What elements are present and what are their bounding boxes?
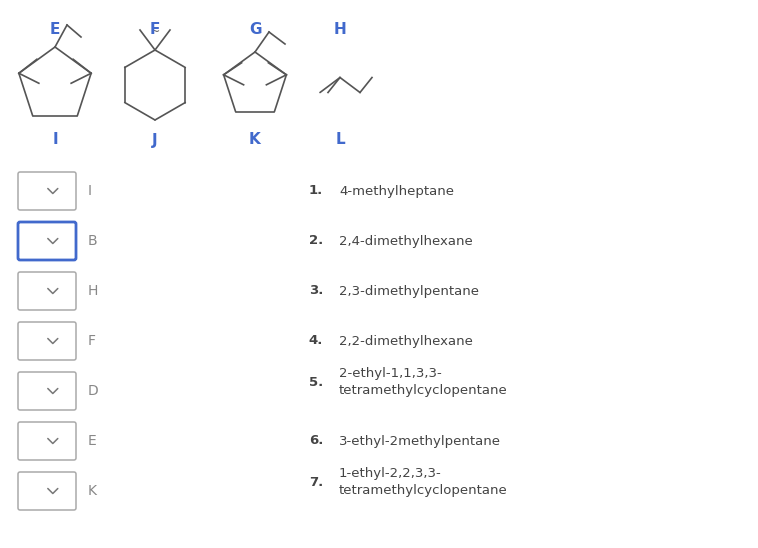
Text: B: B	[88, 234, 98, 248]
Text: G: G	[249, 22, 262, 37]
Text: F: F	[88, 334, 96, 348]
FancyBboxPatch shape	[18, 422, 76, 460]
Text: K: K	[88, 484, 97, 498]
Text: F: F	[150, 22, 160, 37]
Text: E: E	[50, 22, 60, 37]
FancyBboxPatch shape	[18, 222, 76, 260]
Text: 2,2-dimethylhexane: 2,2-dimethylhexane	[339, 334, 473, 347]
Text: 2,3-dimethylpentane: 2,3-dimethylpentane	[339, 284, 479, 298]
FancyBboxPatch shape	[18, 472, 76, 510]
FancyBboxPatch shape	[18, 272, 76, 310]
Text: 4-methylheptane: 4-methylheptane	[339, 185, 454, 197]
Text: ~: ~	[150, 27, 160, 37]
Text: L: L	[335, 133, 345, 147]
Text: D: D	[88, 384, 99, 398]
Text: 1-ethyl-2,2,3,3-
tetramethylcyclopentane: 1-ethyl-2,2,3,3- tetramethylcyclopentane	[339, 467, 508, 496]
Text: I: I	[88, 184, 92, 198]
Text: J: J	[152, 133, 158, 147]
Text: I: I	[52, 133, 58, 147]
FancyBboxPatch shape	[18, 372, 76, 410]
Text: 3.: 3.	[309, 284, 323, 298]
Text: 2.: 2.	[309, 235, 323, 248]
Text: 2-ethyl-1,1,3,3-
tetramethylcyclopentane: 2-ethyl-1,1,3,3- tetramethylcyclopentane	[339, 367, 508, 397]
Text: 5.: 5.	[309, 375, 323, 389]
Text: H: H	[88, 284, 99, 298]
Text: 1.: 1.	[309, 185, 323, 197]
Text: 4.: 4.	[309, 334, 323, 347]
FancyBboxPatch shape	[18, 322, 76, 360]
Text: 3-ethyl-2methylpentane: 3-ethyl-2methylpentane	[339, 435, 501, 448]
FancyBboxPatch shape	[18, 172, 76, 210]
Text: H: H	[334, 22, 346, 37]
Text: E: E	[88, 434, 97, 448]
Text: 2,4-dimethylhexane: 2,4-dimethylhexane	[339, 235, 473, 248]
Text: K: K	[249, 133, 261, 147]
Text: 7.: 7.	[309, 476, 323, 488]
Text: 6.: 6.	[309, 435, 323, 448]
